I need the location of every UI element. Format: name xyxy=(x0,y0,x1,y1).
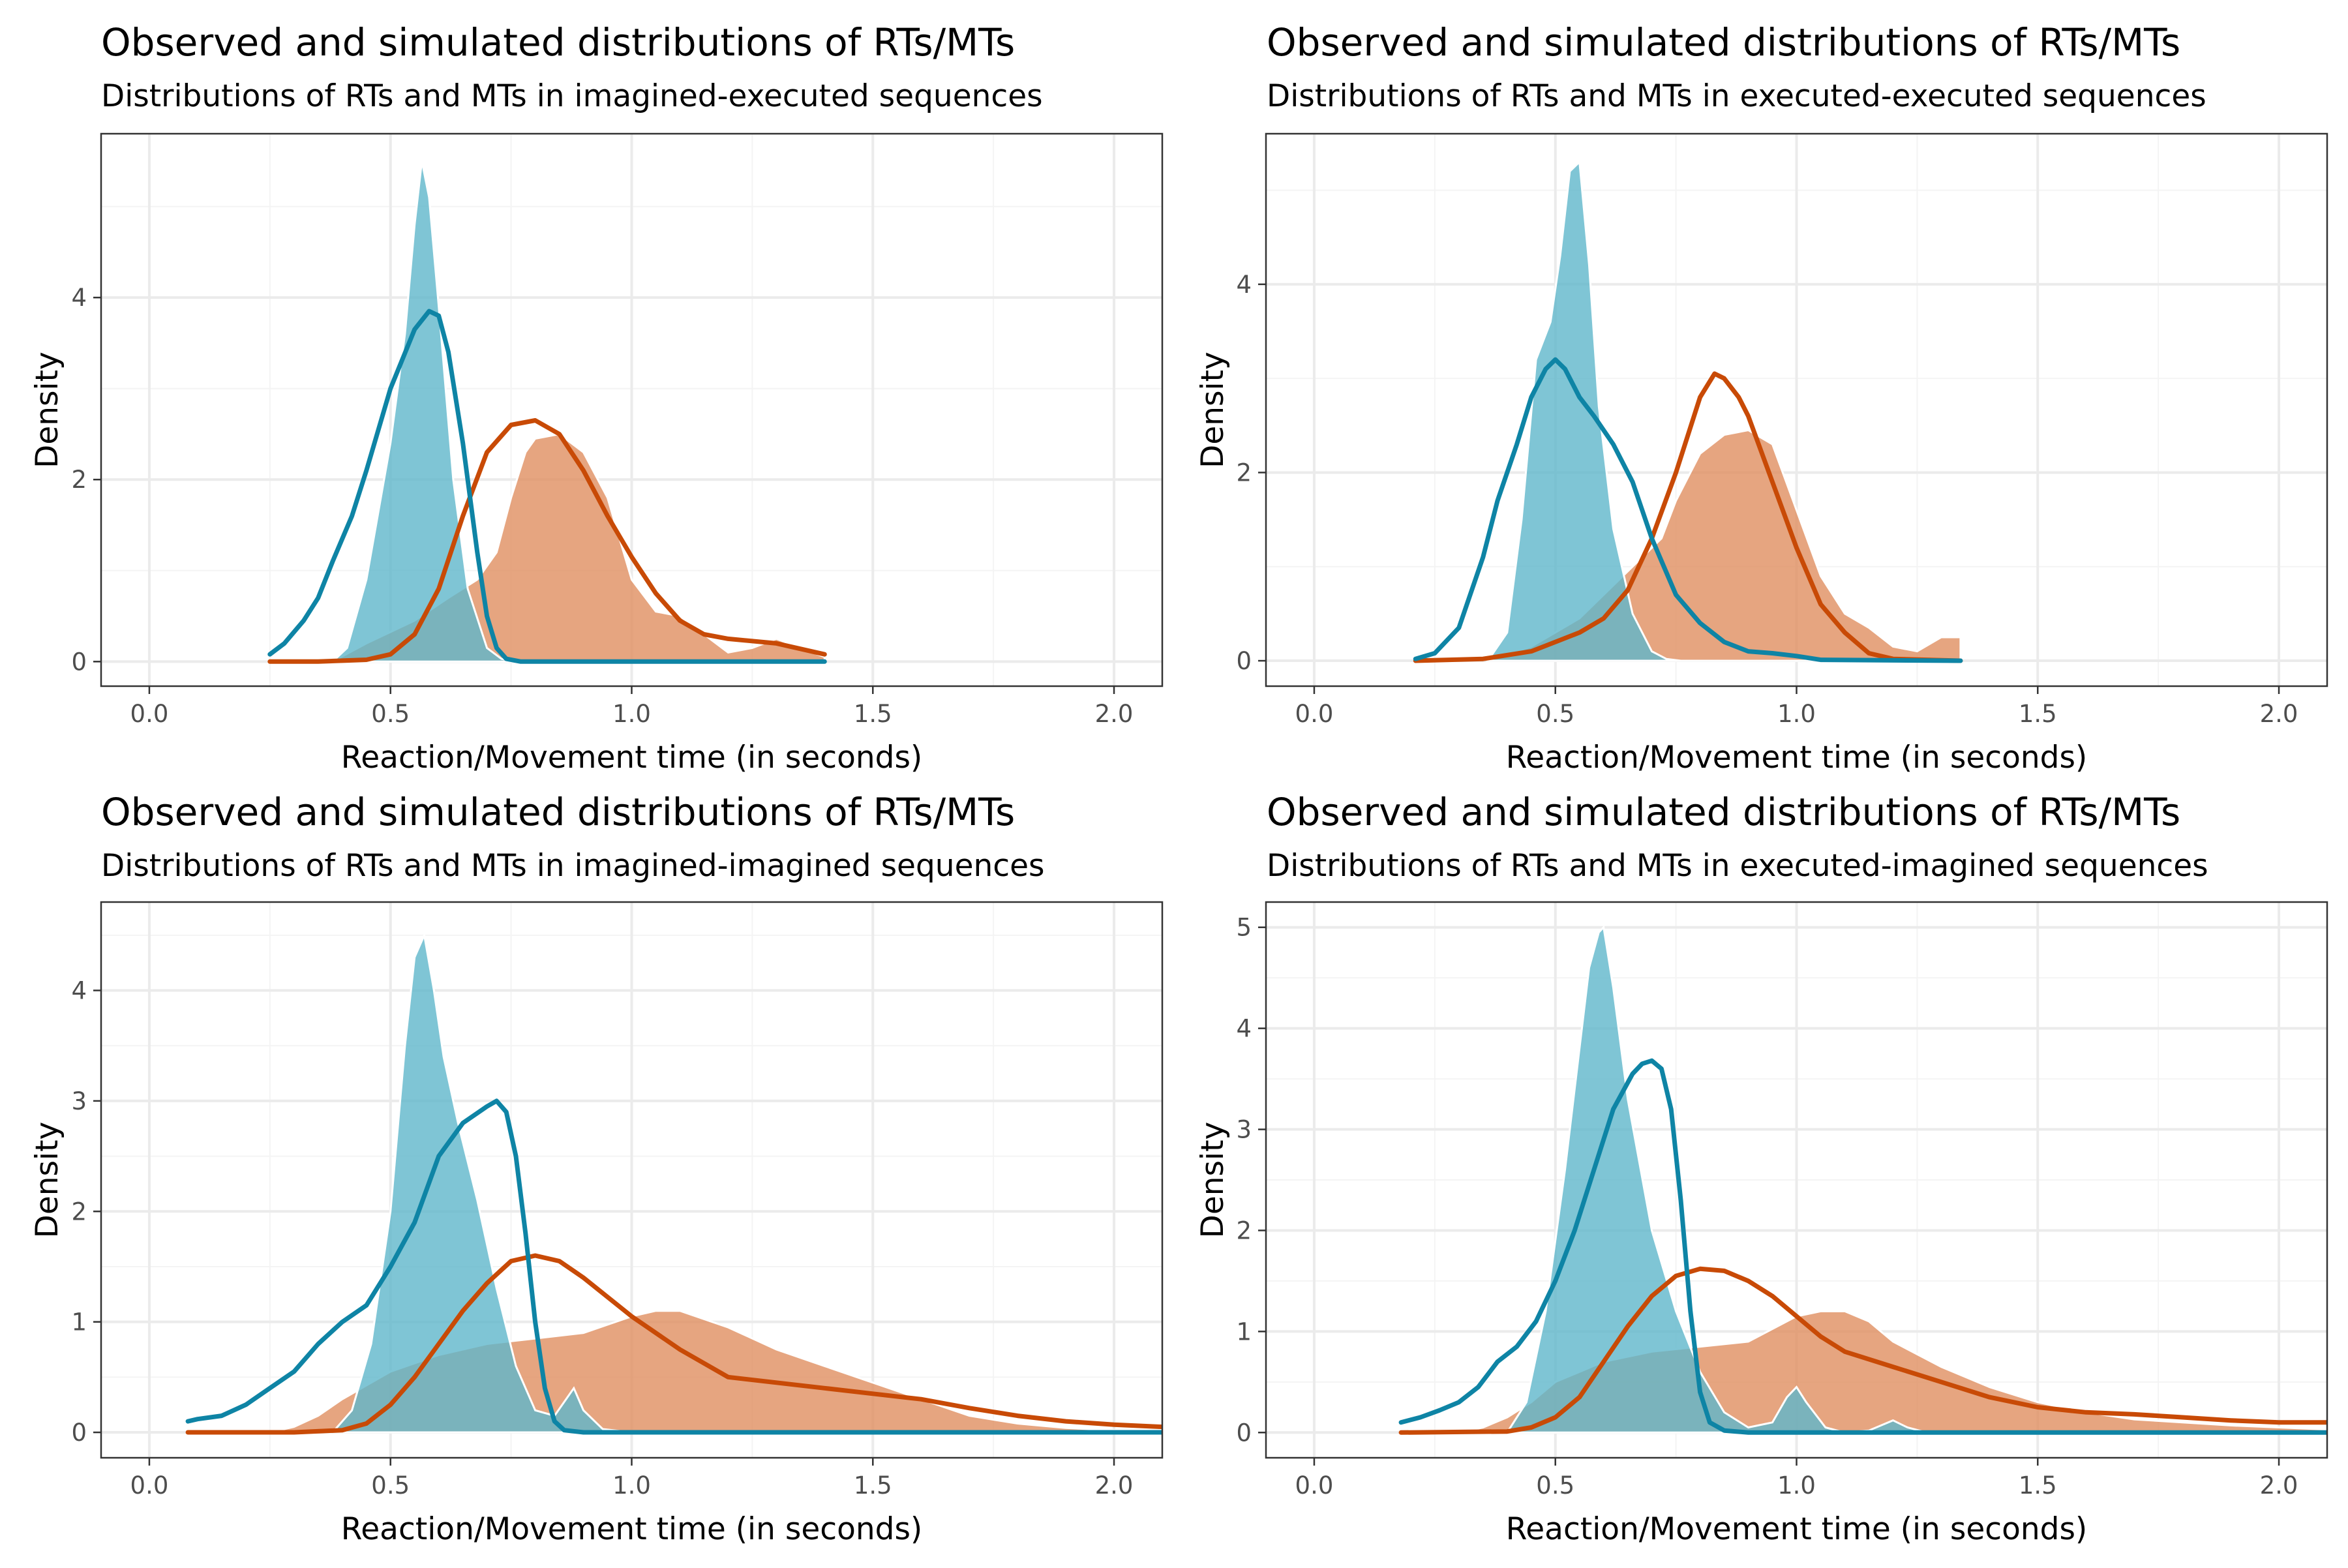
y-tick-label: 0 xyxy=(1236,1419,1252,1447)
plot-area xyxy=(1398,925,2327,1435)
y-tick-label: 4 xyxy=(71,284,87,312)
rt-density-area xyxy=(330,931,632,1434)
y-tick-label: 2 xyxy=(1236,459,1252,487)
y-tick-label: 4 xyxy=(71,977,87,1005)
y-tick-label: 2 xyxy=(1236,1216,1252,1244)
mt-density-line xyxy=(1398,1266,2327,1435)
x-tick-label: 0.5 xyxy=(1536,700,1574,728)
x-axis-label: Reaction/Movement time (in seconds) xyxy=(341,1511,923,1547)
x-axis-label: Reaction/Movement time (in seconds) xyxy=(341,740,923,776)
x-tick-label: 2.0 xyxy=(1095,1471,1134,1500)
y-tick-label: 0 xyxy=(71,648,87,676)
rt-density-line xyxy=(1398,1058,2327,1435)
y-tick-label: 1 xyxy=(71,1308,87,1336)
y-tick-label: 2 xyxy=(71,1198,87,1226)
y-tick-label: 5 xyxy=(1236,914,1252,942)
chart-subtitle: Distributions of RTs and MTs in imagined… xyxy=(101,848,1045,884)
y-tick-label: 1 xyxy=(1236,1318,1252,1346)
x-tick-label: 1.5 xyxy=(2019,700,2057,728)
rt-density-line xyxy=(1413,357,1963,663)
y-axis-label: Density xyxy=(29,1122,65,1239)
rt-density-line xyxy=(185,1098,1162,1435)
x-tick-label: 0.0 xyxy=(130,700,169,728)
y-tick-label: 0 xyxy=(1236,647,1252,675)
chart-subtitle: Distributions of RTs and MTs in executed… xyxy=(1267,848,2208,884)
rt-density-area xyxy=(1486,160,1681,662)
x-tick-label: 0.0 xyxy=(1295,1471,1334,1500)
x-tick-label: 0.0 xyxy=(1295,700,1334,728)
y-tick-label: 0 xyxy=(71,1419,87,1447)
x-tick-label: 0.5 xyxy=(371,700,410,728)
y-tick-label: 3 xyxy=(71,1087,87,1115)
x-tick-label: 2.0 xyxy=(1095,700,1134,728)
x-axis-label: Reaction/Movement time (in seconds) xyxy=(1506,1511,2088,1547)
y-tick-label: 4 xyxy=(1236,1015,1252,1043)
y-tick-label: 3 xyxy=(1236,1116,1252,1144)
chart-title: Observed and simulated distributions of … xyxy=(1267,790,2180,834)
x-tick-label: 1.5 xyxy=(854,700,892,728)
chart-subtitle: Distributions of RTs and MTs in executed… xyxy=(1267,78,2206,114)
x-tick-label: 2.0 xyxy=(2260,1471,2298,1500)
mt-density-line xyxy=(185,1253,1162,1435)
chart-title: Observed and simulated distributions of … xyxy=(1267,20,2180,65)
x-tick-label: 1.0 xyxy=(1777,1471,1816,1500)
mt-density-line xyxy=(267,418,827,664)
x-tick-label: 1.0 xyxy=(1777,700,1816,728)
plot-area xyxy=(1413,160,1963,663)
x-tick-label: 0.0 xyxy=(130,1471,169,1500)
x-tick-label: 2.0 xyxy=(2260,700,2298,728)
x-tick-label: 1.5 xyxy=(854,1471,892,1500)
x-tick-label: 1.0 xyxy=(612,700,651,728)
chart-panel-2: Observed and simulated distributions of … xyxy=(1195,20,2328,776)
mt-density-line xyxy=(1413,371,1963,663)
chart-panel-3: Observed and simulated distributions of … xyxy=(29,790,1164,1547)
rt-density-area xyxy=(330,160,517,663)
x-tick-label: 0.5 xyxy=(371,1471,410,1500)
rt-density-line xyxy=(267,309,827,664)
chart-title: Observed and simulated distributions of … xyxy=(101,790,1015,834)
x-axis-label: Reaction/Movement time (in seconds) xyxy=(1506,740,2088,776)
chart-subtitle: Distributions of RTs and MTs in imagined… xyxy=(101,78,1043,114)
y-axis-label: Density xyxy=(1195,352,1231,468)
chart-title: Observed and simulated distributions of … xyxy=(101,20,1015,65)
y-axis-label: Density xyxy=(1195,1122,1231,1239)
y-tick-label: 2 xyxy=(71,466,87,494)
chart-panel-1: Observed and simulated distributions of … xyxy=(29,20,1164,776)
x-tick-label: 1.0 xyxy=(612,1471,651,1500)
y-tick-label: 4 xyxy=(1236,271,1252,299)
x-tick-label: 1.5 xyxy=(2019,1471,2057,1500)
y-axis-label: Density xyxy=(29,352,65,468)
x-tick-label: 0.5 xyxy=(1536,1471,1574,1500)
chart-panel-4: Observed and simulated distributions of … xyxy=(1195,790,2328,1547)
plot-area xyxy=(185,931,1162,1435)
plot-area xyxy=(267,160,827,664)
